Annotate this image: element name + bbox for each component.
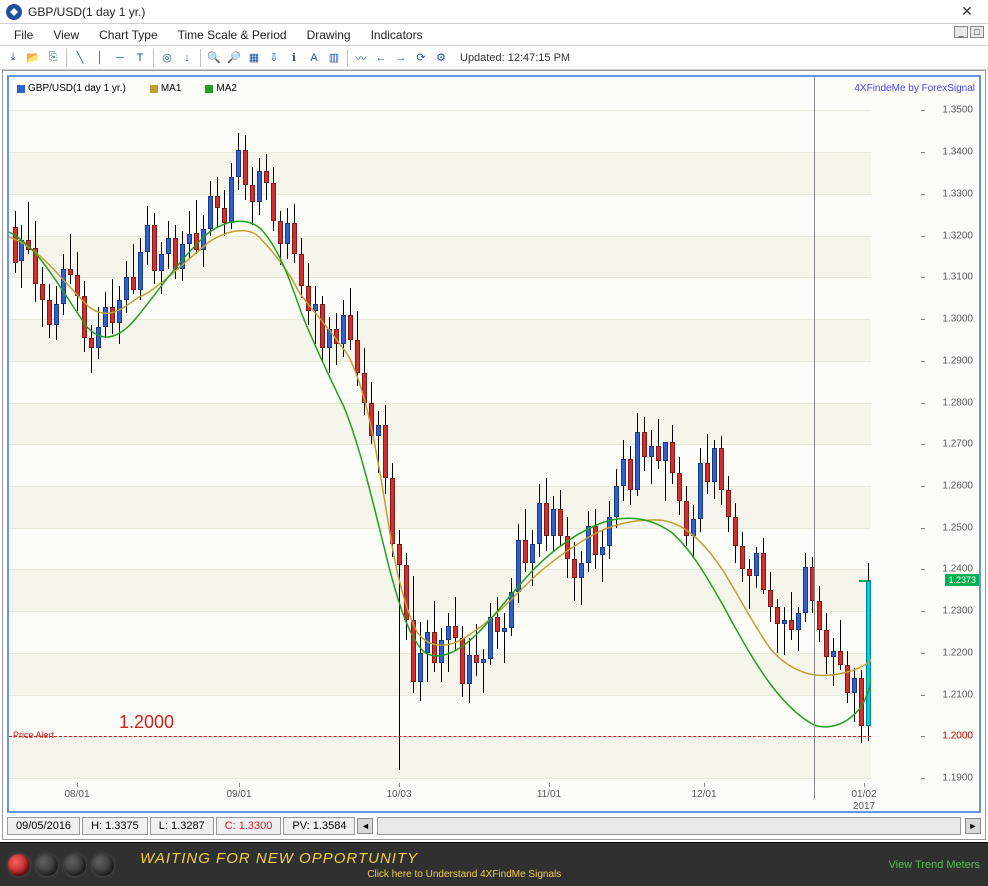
hline-icon[interactable]: ─ bbox=[111, 49, 129, 67]
legend-ma2-swatch bbox=[205, 85, 213, 93]
right-icon[interactable]: → bbox=[392, 49, 410, 67]
view-trend-meters[interactable]: View Trend Meters bbox=[888, 859, 980, 871]
chart-scrollbar[interactable] bbox=[377, 817, 961, 835]
app-icon bbox=[6, 4, 22, 20]
refresh-icon[interactable]: ⟳ bbox=[412, 49, 430, 67]
menu-chart-type[interactable]: Chart Type bbox=[89, 26, 167, 44]
chart-inner: GBP/USD(1 day 1 yr.) MA1 MA2 4XFindeMe b… bbox=[7, 75, 981, 813]
menu-time-scale-period[interactable]: Time Scale & Period bbox=[168, 26, 297, 44]
status-row: 09/05/2016 H: 1.3375 L: 1.3287 C: 1.3300… bbox=[7, 815, 981, 837]
scroll-right[interactable]: ► bbox=[965, 818, 981, 834]
copy-icon[interactable]: ⎘ bbox=[44, 49, 62, 67]
bottom-sub[interactable]: Click here to Understand 4XFindMe Signal… bbox=[40, 869, 888, 880]
legend-pair-swatch bbox=[17, 85, 25, 93]
bottom-main: WAITING FOR NEW OPPORTUNITY bbox=[140, 850, 888, 867]
legend-ma1: MA1 bbox=[161, 83, 182, 94]
legend: GBP/USD(1 day 1 yr.) MA1 MA2 bbox=[17, 83, 237, 94]
status-close: C: 1.3300 bbox=[216, 817, 282, 835]
zoom-in-icon[interactable]: 🔎 bbox=[225, 49, 243, 67]
toolbar: ⤓📂⎘ ╲│─T ◎↓ 🔍🔎▦⇩ℹA▥ 〰←→⟳⚙ Updated: 12:47:15 P… bbox=[0, 46, 988, 70]
down-icon[interactable]: ↓ bbox=[178, 49, 196, 67]
window-controls: _ □ bbox=[952, 26, 984, 38]
minimize-button[interactable]: _ bbox=[954, 26, 968, 38]
bars-icon[interactable]: ▥ bbox=[325, 49, 343, 67]
wave-icon[interactable]: 〰 bbox=[352, 49, 370, 67]
chartbar-icon[interactable]: ▦ bbox=[245, 49, 263, 67]
info-icon[interactable]: ℹ bbox=[285, 49, 303, 67]
line-icon[interactable]: ╲ bbox=[71, 49, 89, 67]
brand-label: 4XFindeMe by ForexSignal bbox=[854, 83, 975, 94]
status-low: L: 1.3287 bbox=[150, 817, 214, 835]
target-icon[interactable]: ◎ bbox=[158, 49, 176, 67]
y-axis: 1.35001.34001.33001.32001.31001.30001.29… bbox=[921, 77, 979, 783]
status-date: 09/05/2016 bbox=[7, 817, 80, 835]
scroll-left[interactable]: ◄ bbox=[357, 818, 373, 834]
titlebar: GBP/USD(1 day 1 yr.) ✕ bbox=[0, 0, 988, 24]
down2-icon[interactable]: ⇩ bbox=[265, 49, 283, 67]
zoom-out-icon[interactable]: 🔍 bbox=[205, 49, 223, 67]
gear-icon[interactable]: ⚙ bbox=[432, 49, 450, 67]
close-button[interactable]: ✕ bbox=[952, 2, 982, 22]
bottom-text: WAITING FOR NEW OPPORTUNITY Click here t… bbox=[140, 850, 888, 880]
signal-light-red bbox=[8, 854, 30, 876]
open-icon[interactable]: 📂 bbox=[24, 49, 42, 67]
xls-icon[interactable]: ⤓ bbox=[4, 49, 22, 67]
vline-icon[interactable]: │ bbox=[91, 49, 109, 67]
menu-file[interactable]: File bbox=[4, 26, 43, 44]
menu-view[interactable]: View bbox=[43, 26, 89, 44]
font-icon[interactable]: A bbox=[305, 49, 323, 67]
status-high: H: 1.3375 bbox=[82, 817, 148, 835]
legend-ma2: MA2 bbox=[216, 83, 237, 94]
window-title: GBP/USD(1 day 1 yr.) bbox=[28, 5, 952, 19]
legend-ma1-swatch bbox=[150, 85, 158, 93]
cursor-vline bbox=[814, 77, 815, 799]
bottombar: WAITING FOR NEW OPPORTUNITY Click here t… bbox=[0, 842, 988, 886]
text-icon[interactable]: T bbox=[131, 49, 149, 67]
status-pv: PV: 1.3584 bbox=[283, 817, 355, 835]
menu-drawing[interactable]: Drawing bbox=[297, 26, 361, 44]
current-price-tag: 1.2373 bbox=[945, 574, 979, 586]
menu-indicators[interactable]: Indicators bbox=[361, 26, 433, 44]
menubar: FileViewChart TypeTime Scale & PeriodDra… bbox=[0, 24, 988, 46]
price-alert-line[interactable] bbox=[9, 736, 871, 737]
chart-container: GBP/USD(1 day 1 yr.) MA1 MA2 4XFindeMe b… bbox=[2, 70, 986, 840]
maximize-button[interactable]: □ bbox=[970, 26, 984, 38]
x-axis: 08/0109/0110/0311/0112/0101/022017 bbox=[9, 783, 921, 811]
left-icon[interactable]: ← bbox=[372, 49, 390, 67]
legend-pair: GBP/USD(1 day 1 yr.) bbox=[28, 83, 126, 94]
updated-label: Updated: 12:47:15 PM bbox=[460, 52, 570, 64]
chart-plot[interactable]: Price Alert1.2000 bbox=[9, 77, 871, 799]
